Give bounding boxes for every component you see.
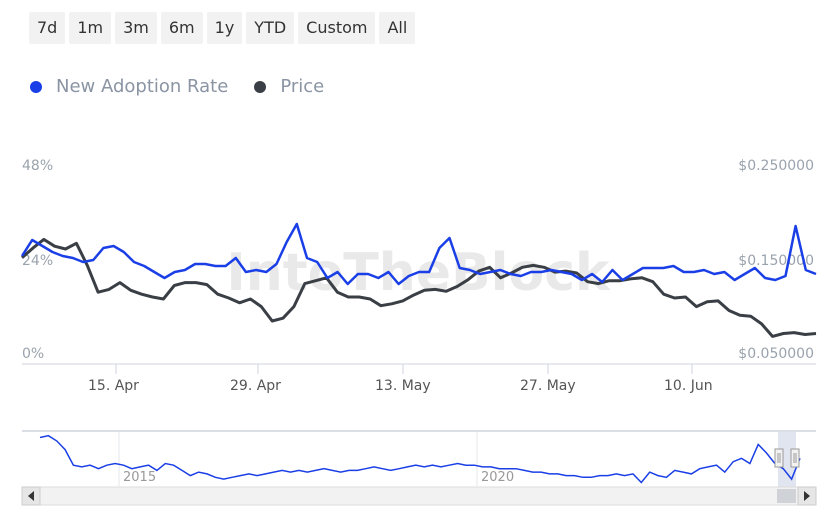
- range-button-custom[interactable]: Custom: [298, 12, 376, 44]
- range-button-1m[interactable]: 1m: [69, 12, 112, 44]
- x-axis-ticks: 15. Apr 29. Apr 13. May 27. May 10. Jun: [88, 364, 713, 394]
- navigator-line: [39, 434, 801, 484]
- navigator-series: [39, 434, 801, 484]
- arrow-right-icon: [804, 491, 810, 501]
- range-selector: 7d 1m 3m 6m 1y YTD Custom All: [29, 12, 416, 44]
- x-tick-label: 13. May: [375, 378, 431, 394]
- scrollbar-track[interactable]: [21, 486, 817, 506]
- legend-marker-price: [254, 80, 267, 93]
- legend-label-price: Price: [280, 76, 325, 97]
- x-tick-label: 27. May: [520, 378, 576, 394]
- x-tick-label: 10. Jun: [664, 378, 713, 394]
- range-button-ytd[interactable]: YTD: [246, 12, 295, 44]
- y-left-tick-top: 48%: [22, 158, 53, 174]
- navigator-year-2015: 2015: [123, 470, 156, 485]
- legend-marker-adoption: [30, 80, 42, 93]
- range-button-7d[interactable]: 7d: [29, 12, 66, 44]
- legend-label-adoption: New Adoption Rate: [56, 76, 229, 97]
- arrow-left-icon: [28, 491, 34, 501]
- navigator-handle-left[interactable]: [774, 448, 784, 468]
- y-right-tick-mid: $0.150000: [738, 253, 814, 269]
- x-tick-label: 29. Apr: [230, 378, 281, 394]
- navigator-selected-window[interactable]: [778, 431, 796, 487]
- x-tick-label: 15. Apr: [88, 378, 139, 394]
- navigator-handle-right[interactable]: [790, 448, 800, 468]
- series-line-price[interactable]: [21, 237, 817, 338]
- y-left-tick-mid: 24%: [22, 253, 53, 269]
- legend-item-price[interactable]: Price: [254, 76, 324, 97]
- range-button-1y[interactable]: 1y: [206, 12, 243, 44]
- range-button-all[interactable]: All: [379, 12, 416, 44]
- scrollbar-thumb[interactable]: [777, 489, 796, 503]
- y-right-tick-top: $0.250000: [738, 158, 814, 174]
- legend-item-adoption[interactable]: New Adoption Rate: [30, 76, 228, 97]
- scrollbar[interactable]: [21, 486, 817, 506]
- navigator-year-2020: 2020: [481, 470, 514, 485]
- series-layer: [20, 222, 817, 338]
- chart-legend: New Adoption Rate Price: [30, 76, 324, 97]
- y-right-tick-bottom: $0.050000: [738, 346, 814, 362]
- series-line-adoption-rate[interactable]: [20, 222, 817, 286]
- range-button-3m[interactable]: 3m: [115, 12, 157, 44]
- y-left-tick-bottom: 0%: [22, 346, 44, 362]
- range-button-6m[interactable]: 6m: [160, 12, 203, 44]
- navigator: 2015 2020: [22, 430, 816, 487]
